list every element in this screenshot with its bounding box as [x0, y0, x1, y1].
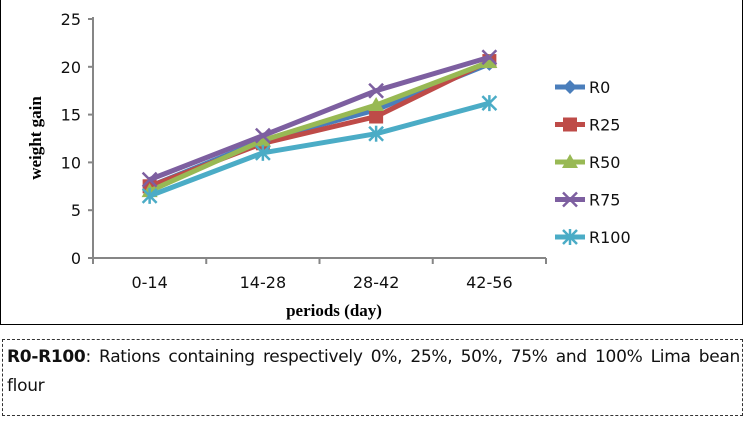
- marker-stroke: [141, 171, 158, 188]
- legend-marker: [562, 154, 578, 168]
- legend-marker: [562, 191, 578, 208]
- tick-labels: 0 5 10 15 20 25 0-14 14-28 28-42 42-56: [61, 10, 513, 292]
- y-tick-label: 25: [61, 10, 81, 29]
- data-point: [368, 97, 385, 112]
- marker-stroke: [368, 82, 385, 99]
- x-tick-label: 42-56: [466, 273, 513, 292]
- data-point: [141, 171, 158, 188]
- legend-label: R75: [589, 191, 620, 210]
- data-point: [481, 49, 498, 66]
- legend-item: R100: [555, 228, 631, 247]
- series-line: [148, 100, 491, 199]
- x-tick-label: 28-42: [353, 273, 400, 292]
- legend-label: R0: [589, 78, 610, 97]
- data-point: [481, 95, 498, 112]
- legend-label: R25: [589, 116, 620, 135]
- caption-text: : Rations containing respectively 0%, 25…: [7, 347, 740, 396]
- legend: R0 R25 R50 R75 R100: [555, 78, 631, 247]
- legend-marker: [562, 229, 578, 245]
- legend-label: R100: [589, 228, 631, 247]
- series-r75: [141, 49, 498, 188]
- x-tick-label: 0-14: [131, 273, 167, 292]
- axes: [88, 17, 547, 264]
- data-point: [368, 125, 385, 142]
- data-point: [141, 187, 158, 204]
- data-point: [369, 109, 384, 124]
- legend-item: R25: [555, 116, 620, 135]
- legend-item: R75: [555, 191, 620, 210]
- series-line: [148, 59, 491, 194]
- data-point: [368, 82, 385, 99]
- y-tick-label: 5: [71, 201, 81, 220]
- x-tick-label: 14-28: [240, 273, 287, 292]
- legend-item: R50: [555, 153, 620, 172]
- y-tick-label: 15: [61, 106, 81, 125]
- x-axis-label: periods (day): [286, 301, 382, 320]
- y-tick-label: 10: [61, 153, 81, 172]
- y-tick-label: 20: [61, 58, 81, 77]
- series-line: [148, 54, 491, 182]
- chart-frame: 0 5 10 15 20 25 0-14 14-28 28-42 42-56 R0 R25 R50 R7…: [0, 0, 743, 325]
- legend-item: R0: [555, 78, 610, 97]
- series-r100: [141, 95, 498, 204]
- caption-note: R0-R100: Rations containing respectively…: [2, 339, 743, 416]
- marker-stroke: [562, 191, 578, 208]
- series-r50: [141, 54, 498, 198]
- legend-label: R50: [589, 153, 620, 172]
- y-axis-label: weight gain: [26, 96, 45, 180]
- data-point: [481, 54, 498, 69]
- marker-stroke: [254, 127, 271, 144]
- caption-bold: R0-R100: [7, 347, 86, 367]
- data-point: [254, 127, 271, 144]
- data-point: [254, 144, 271, 161]
- series-lines: [141, 49, 498, 204]
- y-tick-label: 0: [71, 249, 81, 268]
- line-chart: 0 5 10 15 20 25 0-14 14-28 28-42 42-56 R0 R25 R50 R7…: [26, 10, 631, 320]
- marker-stroke: [481, 49, 498, 66]
- legend-marker: [563, 80, 577, 94]
- legend-marker: [563, 117, 577, 132]
- data-point: [254, 132, 271, 147]
